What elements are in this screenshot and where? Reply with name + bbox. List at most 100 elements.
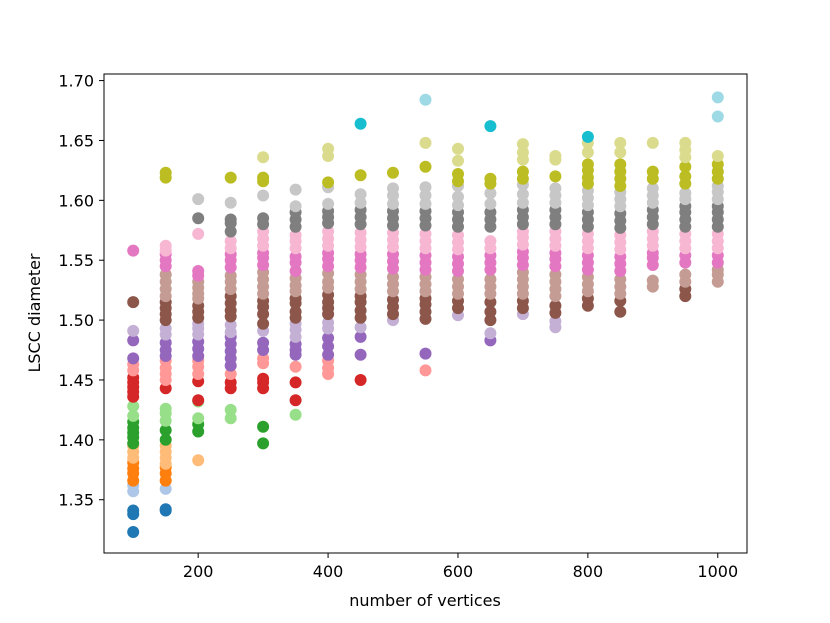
data-point bbox=[289, 200, 302, 213]
data-point bbox=[192, 454, 205, 467]
plot-frame bbox=[103, 73, 748, 554]
ticks-layer: 200 400 600 800 1000 1.35 1.40 1.45 1.50 1.55 1.60… bbox=[58, 72, 738, 581]
data-point bbox=[289, 305, 302, 318]
data-point bbox=[387, 197, 399, 210]
x-tick-label: 400 bbox=[313, 562, 344, 581]
data-point bbox=[452, 154, 464, 167]
data-point bbox=[484, 172, 497, 185]
data-point bbox=[159, 166, 172, 179]
data-point bbox=[127, 296, 140, 309]
data-point bbox=[127, 244, 140, 257]
data-point bbox=[159, 382, 172, 395]
data-point bbox=[159, 268, 172, 281]
data-point bbox=[159, 424, 172, 437]
data-point bbox=[257, 336, 270, 349]
data-point bbox=[354, 330, 367, 343]
data-point bbox=[192, 412, 205, 425]
data-point bbox=[549, 170, 562, 183]
data-point bbox=[679, 160, 692, 173]
data-point bbox=[257, 171, 270, 184]
data-point bbox=[484, 296, 497, 309]
data-point bbox=[257, 437, 270, 450]
y-tick-label: 1.40 bbox=[58, 431, 94, 450]
data-point bbox=[322, 176, 335, 189]
data-point bbox=[484, 235, 497, 248]
data-point bbox=[159, 336, 172, 349]
data-point bbox=[127, 352, 140, 365]
data-point bbox=[484, 197, 497, 210]
data-point bbox=[354, 188, 367, 201]
data-point bbox=[322, 142, 335, 155]
data-point bbox=[387, 293, 399, 306]
data-point bbox=[549, 315, 562, 328]
data-point bbox=[224, 376, 237, 389]
data-point bbox=[354, 374, 367, 386]
y-tick-label: 1.60 bbox=[58, 191, 94, 210]
data-point bbox=[322, 348, 335, 361]
data-point bbox=[159, 503, 172, 516]
data-point bbox=[646, 136, 659, 149]
data-point bbox=[354, 348, 367, 361]
data-point bbox=[257, 212, 270, 225]
data-point bbox=[679, 170, 692, 183]
data-point bbox=[192, 394, 205, 407]
x-tick-label: 800 bbox=[573, 562, 604, 581]
data-point bbox=[581, 158, 594, 171]
data-point bbox=[127, 409, 140, 422]
points-layer bbox=[127, 91, 724, 538]
data-point bbox=[127, 334, 140, 347]
data-point bbox=[549, 299, 562, 312]
data-point bbox=[257, 317, 270, 330]
data-point bbox=[159, 402, 172, 415]
data-point bbox=[322, 197, 335, 210]
data-point bbox=[224, 196, 237, 209]
data-point bbox=[354, 196, 367, 209]
data-point bbox=[614, 273, 627, 286]
data-point bbox=[484, 305, 497, 318]
data-point bbox=[289, 229, 302, 242]
data-point bbox=[516, 146, 529, 159]
data-point bbox=[516, 165, 529, 178]
x-tick-label: 200 bbox=[183, 562, 214, 581]
data-point bbox=[159, 433, 172, 446]
data-point bbox=[419, 347, 432, 360]
data-point bbox=[549, 150, 562, 162]
data-point bbox=[646, 165, 659, 178]
data-point bbox=[549, 268, 562, 281]
data-point bbox=[224, 318, 237, 331]
data-point bbox=[549, 182, 562, 195]
data-point bbox=[289, 183, 302, 196]
data-point bbox=[484, 273, 497, 286]
data-point bbox=[452, 199, 464, 212]
data-point bbox=[452, 168, 464, 180]
data-point bbox=[419, 93, 432, 106]
y-tick-label: 1.45 bbox=[58, 371, 94, 390]
data-point bbox=[289, 250, 302, 263]
data-point bbox=[484, 206, 497, 219]
data-point bbox=[224, 225, 237, 238]
data-point bbox=[127, 526, 140, 538]
data-point bbox=[419, 136, 432, 149]
data-point bbox=[224, 235, 237, 248]
data-point bbox=[354, 304, 367, 317]
data-point bbox=[289, 394, 302, 407]
data-point bbox=[679, 187, 692, 200]
data-point bbox=[452, 190, 464, 203]
data-point bbox=[711, 158, 724, 171]
data-point bbox=[646, 182, 659, 195]
data-point bbox=[711, 91, 724, 104]
data-point bbox=[419, 227, 432, 240]
data-point bbox=[322, 225, 335, 238]
data-point bbox=[257, 151, 270, 164]
data-point bbox=[646, 274, 659, 287]
data-point bbox=[614, 305, 627, 318]
data-point bbox=[224, 368, 237, 380]
data-point bbox=[192, 227, 205, 240]
data-point bbox=[289, 408, 302, 421]
data-point bbox=[322, 340, 335, 353]
data-point bbox=[192, 212, 205, 225]
data-point bbox=[257, 372, 270, 385]
data-point bbox=[679, 136, 692, 149]
y-tick-label: 1.50 bbox=[58, 311, 94, 330]
